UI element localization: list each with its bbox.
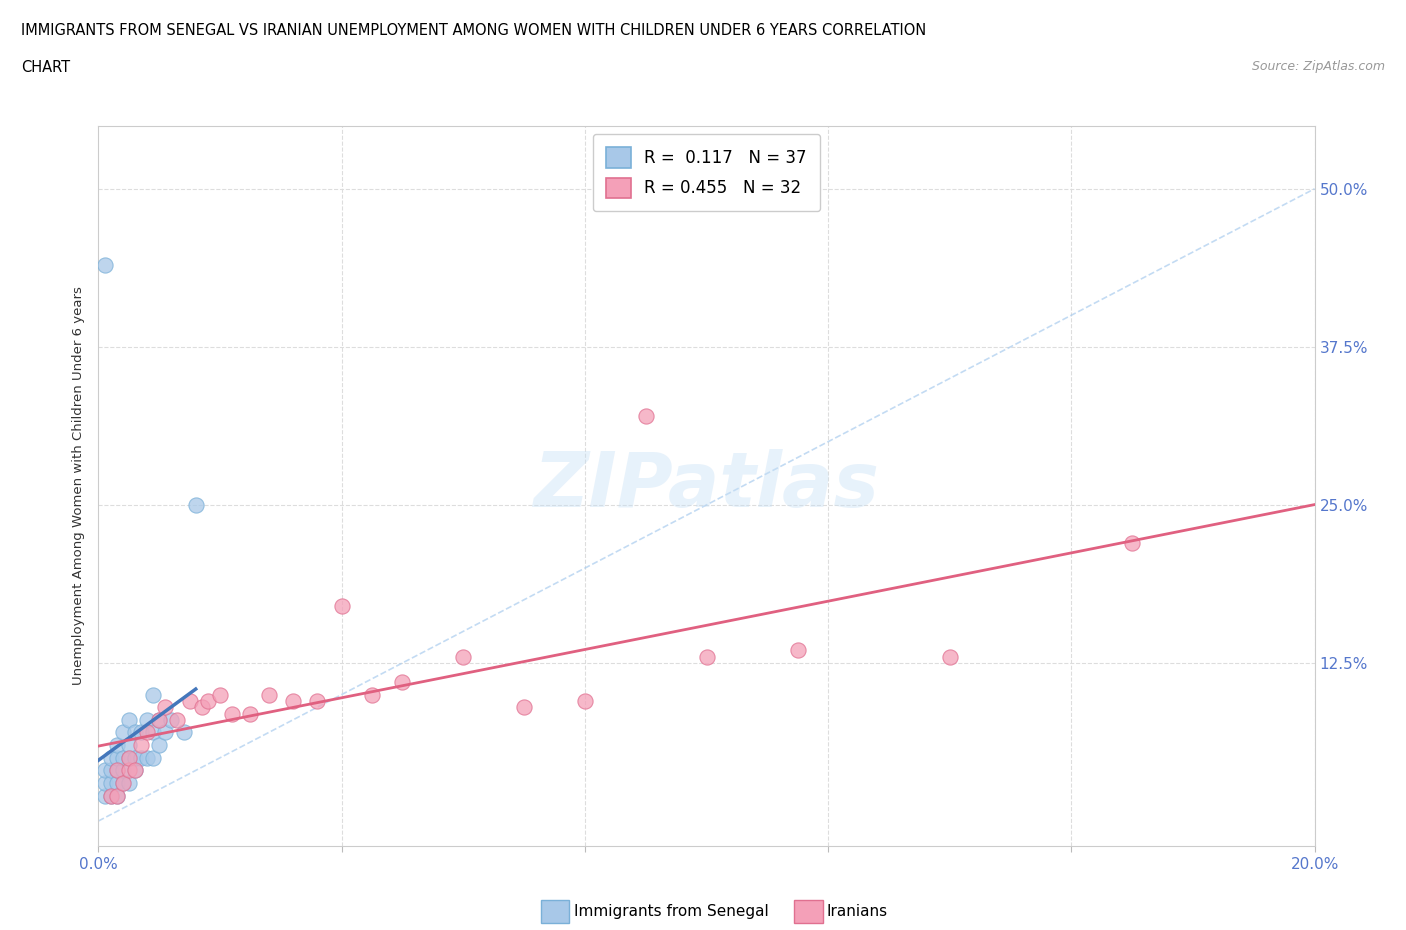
Point [257,687,280,702]
Point [1121,536,1143,551]
Point [118,751,141,765]
Point [453,649,475,664]
Point [574,694,596,709]
Point [124,763,146,777]
Point [173,725,195,740]
Point [105,789,128,804]
Point [142,725,165,740]
Point [118,751,141,765]
Point [160,712,183,727]
Y-axis label: Unemployment Among Women with Children Under 6 years: Unemployment Among Women with Children U… [72,286,86,685]
Point [105,789,128,804]
Point [124,751,146,765]
Point [105,751,128,765]
Point [142,751,165,765]
Point [118,776,141,790]
Point [281,694,304,709]
Point [361,687,384,702]
Point [634,409,657,424]
Point [191,699,214,714]
Legend: R =  0.117   N = 37, R = 0.455   N = 32: R = 0.117 N = 37, R = 0.455 N = 32 [593,134,820,211]
Point [105,737,128,752]
Point [100,776,122,790]
Point [148,712,170,727]
Point [513,699,536,714]
Point [129,737,152,752]
Point [307,694,329,709]
Point [111,763,134,777]
Point [118,763,141,777]
Point [209,687,232,702]
Text: Iranians: Iranians [827,904,887,919]
Point [124,725,146,740]
Point [93,258,115,272]
Text: IMMIGRANTS FROM SENEGAL VS IRANIAN UNEMPLOYMENT AMONG WOMEN WITH CHILDREN UNDER : IMMIGRANTS FROM SENEGAL VS IRANIAN UNEMP… [21,23,927,38]
Point [129,725,152,740]
Point [391,674,413,689]
Point [179,694,201,709]
Point [330,599,353,614]
Point [124,763,146,777]
Point [696,649,718,664]
Point [111,776,134,790]
Point [136,751,159,765]
Point [118,737,141,752]
Text: CHART: CHART [21,60,70,75]
Point [939,649,962,664]
Point [111,776,134,790]
Point [111,725,134,740]
Point [239,706,262,721]
Point [105,776,128,790]
Point [155,699,177,714]
Point [166,712,188,727]
Text: Source: ZipAtlas.com: Source: ZipAtlas.com [1251,60,1385,73]
Point [105,763,128,777]
Point [129,751,152,765]
Text: Immigrants from Senegal: Immigrants from Senegal [574,904,769,919]
Point [100,751,122,765]
Point [93,776,115,790]
Point [148,712,170,727]
Point [100,789,122,804]
Point [142,687,165,702]
Point [786,643,808,658]
Point [155,725,177,740]
Point [136,725,159,740]
Point [105,763,128,777]
Point [118,712,141,727]
Text: ZIPatlas: ZIPatlas [533,449,880,523]
Point [93,789,115,804]
Point [197,694,219,709]
Point [148,737,170,752]
Point [221,706,243,721]
Point [93,763,115,777]
Point [136,712,159,727]
Point [111,751,134,765]
Point [184,498,207,512]
Point [100,763,122,777]
Point [100,789,122,804]
